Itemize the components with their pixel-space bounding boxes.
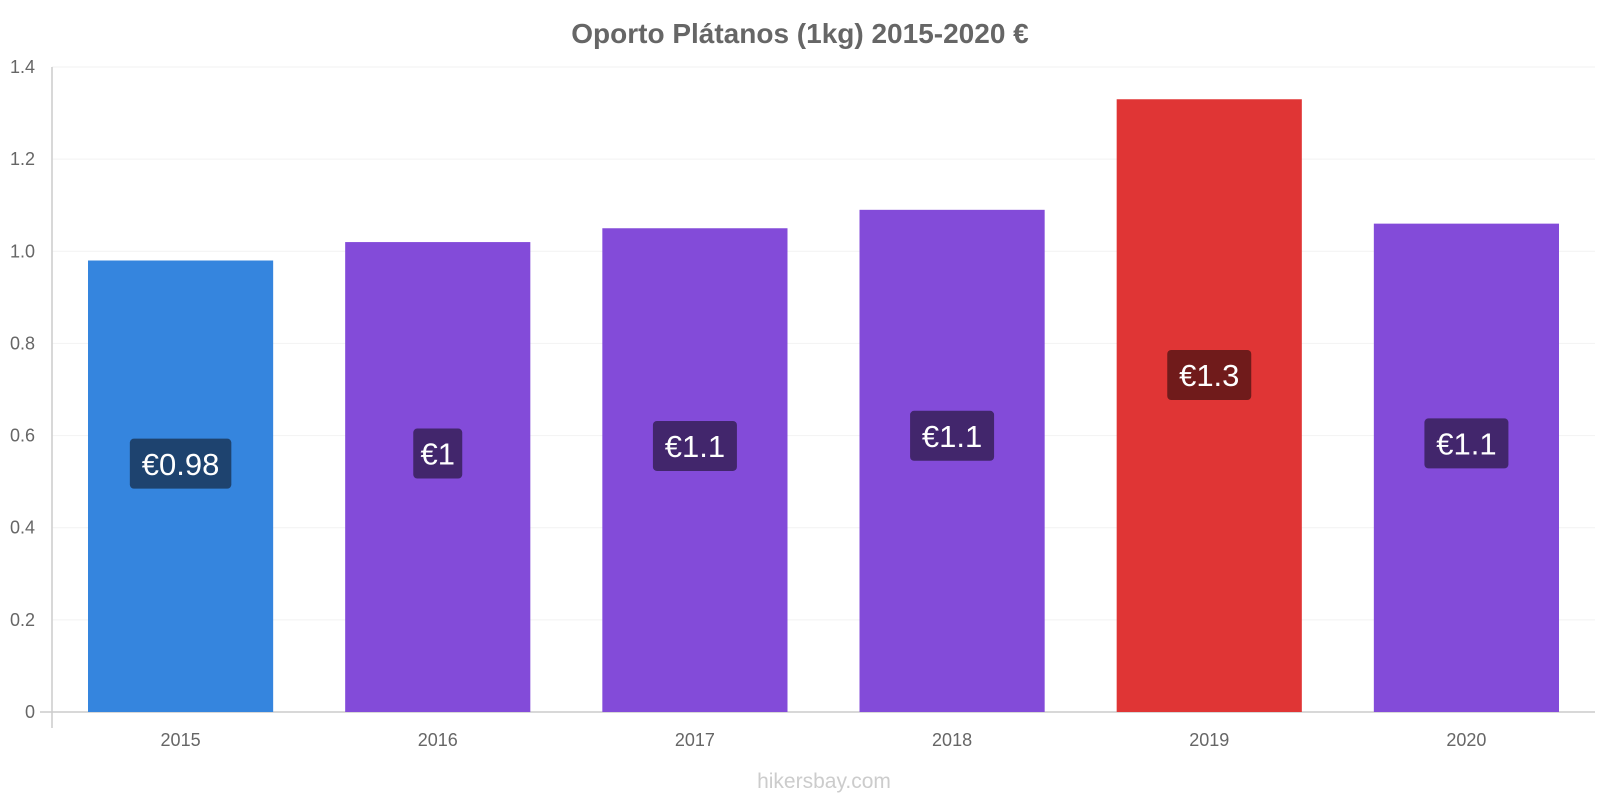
watermark: hikersbay.com bbox=[757, 770, 891, 793]
data-label-2020: €1.1 bbox=[1424, 418, 1509, 469]
y-tick-label: 0.6 bbox=[10, 426, 35, 446]
data-label-text: €0.98 bbox=[142, 447, 220, 482]
x-tick-label: 2020 bbox=[1446, 730, 1486, 750]
data-label-text: €1.1 bbox=[665, 429, 725, 464]
x-tick-label: 2016 bbox=[418, 730, 458, 750]
y-tick-label: 0 bbox=[25, 702, 35, 722]
data-label-text: €1.3 bbox=[1179, 358, 1239, 393]
chart-title: Oporto Plátanos (1kg) 2015-2020 € bbox=[571, 18, 1029, 49]
data-label-background bbox=[652, 420, 737, 471]
y-tick-label: 0.8 bbox=[10, 333, 35, 353]
data-label-background bbox=[129, 438, 232, 489]
data-label-text: €1.1 bbox=[1436, 427, 1496, 462]
x-tick-label: 2017 bbox=[675, 730, 715, 750]
y-tick-label: 1.4 bbox=[10, 57, 35, 77]
data-label-2017: €1.1 bbox=[652, 420, 737, 471]
data-label-2016: €1 bbox=[413, 428, 463, 479]
data-label-background bbox=[413, 428, 463, 479]
grid-lines bbox=[52, 66, 1595, 621]
bar-2018 bbox=[859, 209, 1045, 713]
data-label-background bbox=[1424, 418, 1509, 469]
data-labels: €0.98 €1 €1.1 €1.1 €1.3 €1.1 bbox=[129, 349, 1509, 489]
data-label-2019: €1.3 bbox=[1167, 349, 1252, 400]
data-label-2018: €1.1 bbox=[910, 410, 995, 461]
data-label-text: €1.1 bbox=[922, 419, 982, 454]
bar-2019 bbox=[1116, 99, 1302, 712]
data-label-2015: €0.98 bbox=[129, 438, 232, 489]
data-label-background bbox=[910, 410, 995, 461]
y-tick-label: 1.0 bbox=[10, 241, 35, 261]
x-tick-label: 2019 bbox=[1189, 730, 1229, 750]
tick-labels: 0 0.2 0.4 0.6 0.8 1.0 1.2 1.4 2015 2016 2017 2018 20… bbox=[10, 57, 1486, 750]
x-tick-label: 2015 bbox=[161, 730, 201, 750]
axes bbox=[40, 67, 1595, 728]
data-label-text: €1 bbox=[421, 437, 455, 472]
data-label-background bbox=[1167, 349, 1252, 400]
x-tick-label: 2018 bbox=[932, 730, 972, 750]
y-tick-label: 0.2 bbox=[10, 610, 35, 630]
y-tick-label: 1.2 bbox=[10, 149, 35, 169]
y-tick-label: 0.4 bbox=[10, 518, 35, 538]
